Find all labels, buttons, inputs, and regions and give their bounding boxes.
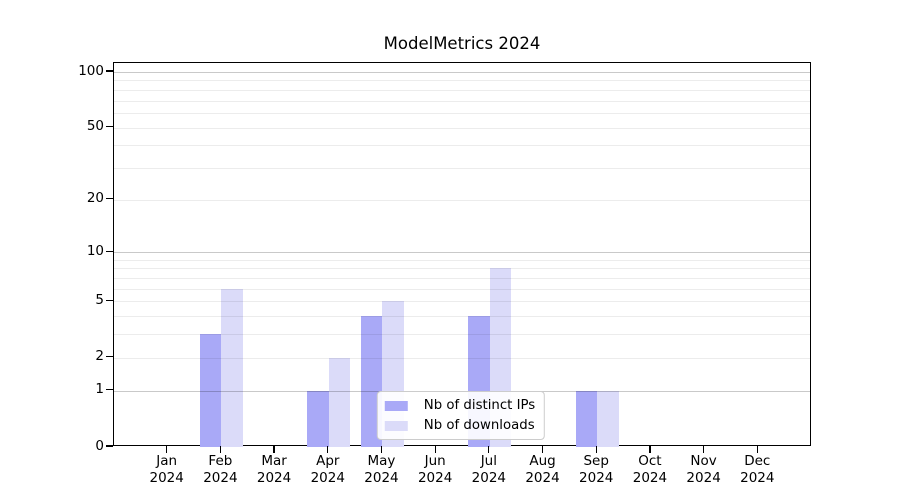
x-tick-mark bbox=[219, 446, 222, 453]
legend-label: Nb of downloads bbox=[423, 418, 535, 433]
x-tick-label-line: Dec bbox=[744, 453, 771, 469]
x-tick-label-apr-2024: Apr 2024 bbox=[293, 453, 363, 486]
x-tick-label-line: Apr bbox=[316, 453, 340, 469]
x-tick-label-line: May bbox=[367, 453, 396, 469]
gridline-3 bbox=[114, 334, 810, 336]
x-tick-mark bbox=[756, 446, 758, 453]
x-tick-label-mar-2024: Mar 2024 bbox=[239, 453, 309, 486]
gridline-100 bbox=[114, 72, 810, 73]
x-tick-label-jun-2024: Jun 2024 bbox=[400, 453, 470, 486]
x-tick-label-dec-2024: Dec 2024 bbox=[722, 453, 792, 486]
legend-swatch-icon bbox=[384, 400, 408, 411]
y-tick-mark bbox=[106, 250, 113, 252]
y-tick-mark bbox=[106, 299, 113, 302]
x-tick-label-line: Aug bbox=[529, 453, 556, 469]
y-tick-label-50: 50 bbox=[86, 118, 104, 135]
bar-nb-of-downloads-feb-2024 bbox=[221, 288, 243, 447]
gridline-2 bbox=[114, 357, 810, 359]
gridline-60 bbox=[114, 112, 810, 114]
y-tick-mark bbox=[106, 389, 113, 391]
x-tick-label-line: Jan bbox=[156, 453, 178, 469]
plot-area bbox=[113, 62, 811, 447]
chart-title: ModelMetrics 2024 bbox=[383, 34, 541, 53]
x-tick-label-line: Feb bbox=[208, 453, 233, 469]
gridline-70 bbox=[114, 100, 810, 102]
x-tick-label-aug-2024: Aug 2024 bbox=[508, 453, 578, 486]
y-tick-label-0: 0 bbox=[95, 437, 104, 454]
gridline-4 bbox=[114, 316, 810, 318]
gridline-90 bbox=[114, 80, 810, 82]
bar-nb-of-distinct-ips-apr-2024 bbox=[307, 390, 329, 447]
x-tick-mark bbox=[327, 446, 329, 453]
legend-row-nb-of-distinct-ips: Nb of distinct IPs bbox=[384, 397, 536, 414]
x-tick-mark bbox=[166, 446, 168, 453]
x-tick-label-line: 2024 bbox=[256, 469, 292, 486]
x-tick-label-line: 2024 bbox=[471, 469, 507, 486]
x-tick-label-sep-2024: Sep 2024 bbox=[561, 453, 631, 486]
legend-label: Nb of distinct IPs bbox=[423, 398, 536, 413]
y-tick-mark bbox=[106, 70, 113, 72]
x-tick-mark bbox=[595, 446, 597, 453]
x-tick-mark bbox=[702, 446, 705, 453]
x-tick-label-nov-2024: Nov 2024 bbox=[669, 453, 739, 486]
y-tick-label-2: 2 bbox=[95, 348, 104, 365]
x-tick-label-jul-2024: Jul 2024 bbox=[454, 453, 524, 486]
y-tick-label-100: 100 bbox=[78, 62, 104, 79]
x-tick-mark bbox=[380, 446, 383, 453]
x-tick-label-line: 2024 bbox=[525, 469, 560, 486]
x-tick-label-line: 2024 bbox=[686, 469, 721, 486]
y-tick-mark bbox=[106, 125, 113, 128]
bar-nb-of-downloads-apr-2024 bbox=[328, 357, 351, 447]
y-tick-mark bbox=[106, 445, 113, 447]
gridline-80 bbox=[114, 89, 810, 91]
gridline-50 bbox=[114, 127, 810, 129]
bar-nb-of-distinct-ips-feb-2024 bbox=[199, 334, 222, 447]
x-tick-mark bbox=[649, 446, 651, 453]
x-tick-label-line: 2024 bbox=[632, 469, 668, 486]
x-tick-label-line: Jul bbox=[480, 453, 497, 469]
x-tick-label-line: 2024 bbox=[310, 469, 345, 486]
x-tick-label-line: Oct bbox=[638, 453, 662, 469]
gridline-8 bbox=[114, 268, 810, 270]
y-tick-mark bbox=[106, 197, 113, 200]
x-tick-label-line: Jun bbox=[424, 453, 446, 469]
x-tick-label-feb-2024: Feb 2024 bbox=[185, 453, 255, 486]
gridline-7 bbox=[114, 278, 810, 280]
gridline-40 bbox=[114, 145, 810, 147]
bar-nb-of-distinct-ips-sep-2024 bbox=[575, 390, 598, 447]
legend-swatch-icon bbox=[384, 420, 408, 431]
legend-row-nb-of-downloads: Nb of downloads bbox=[384, 417, 535, 434]
x-tick-label-may-2024: May 2024 bbox=[346, 453, 416, 486]
x-tick-mark bbox=[488, 446, 490, 453]
y-tick-label-10: 10 bbox=[86, 242, 104, 259]
x-tick-label-line: 2024 bbox=[579, 469, 614, 486]
y-tick-label-1: 1 bbox=[95, 381, 104, 398]
x-tick-label-line: Mar bbox=[261, 453, 287, 469]
gridline-6 bbox=[114, 288, 810, 290]
x-tick-label-line: 2024 bbox=[149, 469, 184, 486]
x-tick-label-line: Nov bbox=[690, 453, 717, 469]
gridline-10 bbox=[114, 252, 810, 254]
gridline-20 bbox=[114, 199, 810, 201]
x-tick-mark bbox=[434, 446, 436, 453]
x-tick-mark bbox=[541, 446, 544, 453]
x-tick-label-oct-2024: Oct 2024 bbox=[615, 453, 685, 486]
x-tick-label-line: 2024 bbox=[417, 469, 453, 486]
x-tick-label-line: 2024 bbox=[364, 469, 399, 486]
y-tick-mark bbox=[106, 356, 113, 358]
x-tick-label-line: Sep bbox=[583, 453, 609, 469]
x-tick-mark bbox=[273, 446, 275, 453]
x-tick-label-jan-2024: Jan 2024 bbox=[132, 453, 202, 486]
gridline-9 bbox=[114, 259, 810, 261]
x-tick-label-line: 2024 bbox=[740, 469, 775, 486]
legend: Nb of distinct IPs Nb of downloads bbox=[376, 391, 546, 440]
gridline-30 bbox=[114, 167, 810, 169]
y-tick-label-20: 20 bbox=[86, 190, 104, 207]
x-tick-label-line: 2024 bbox=[203, 469, 238, 486]
y-tick-label-5: 5 bbox=[95, 291, 104, 308]
gridline-5 bbox=[114, 301, 810, 303]
bar-nb-of-downloads-sep-2024 bbox=[597, 390, 619, 447]
